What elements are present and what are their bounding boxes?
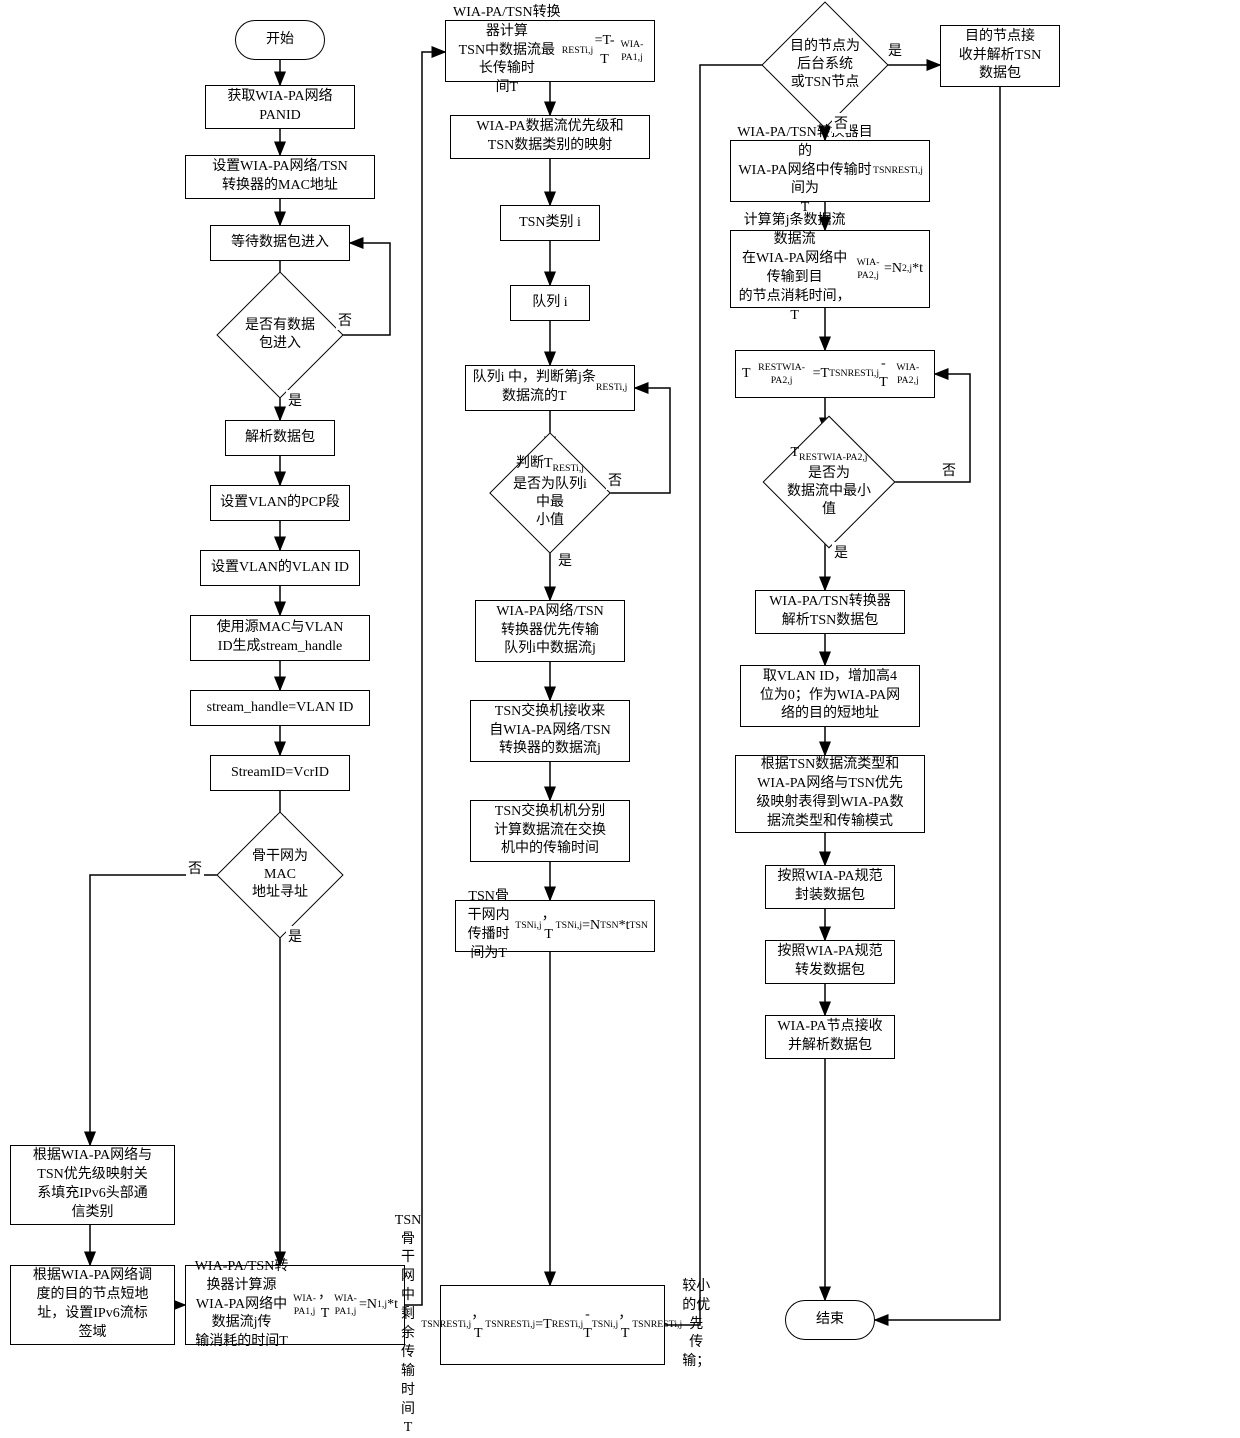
process-node: 根据WIA-PA网络与TSN优先级映射关系填充IPv6头部通信类别 <box>10 1145 175 1225</box>
edge-label: 是 <box>556 550 574 570</box>
process-node: TSN骨干网内传播时间为TTSNi,j，TTSNi,j=NTSN*tTSN <box>455 900 655 952</box>
process-node: TRESTWIA-PA2,j=TTSNRESTi,j-TWIA-PA2,j <box>735 350 935 398</box>
process-node: 按照WIA-PA规范封装数据包 <box>765 865 895 909</box>
process-node: TSN交换机接收来自WIA-PA网络/TSN转换器的数据流j <box>470 700 630 762</box>
process-node: WIA-PA/TSN转换器解析TSN数据包 <box>755 590 905 634</box>
process-node: 队列 i <box>510 285 590 321</box>
end-terminator: 结束 <box>785 1300 875 1340</box>
process-node: 计算第j条数据流数据流在WIA-PA网络中传输到目的节点消耗时间，TWIA-PA… <box>730 230 930 308</box>
process-node: 队列i 中，判断第j条数据流的TRESTi,j <box>465 365 635 411</box>
process-node: 解析数据包 <box>225 420 335 456</box>
process-node: 目的节点接收并解析TSN数据包 <box>940 25 1060 87</box>
process-node: 设置WIA-PA网络/TSN转换器的MAC地址 <box>185 155 375 199</box>
process-node: 获取WIA-PA网络PANID <box>205 85 355 129</box>
process-node: WIA-PA/TSN转换器目的WIA-PA网络中传输时间为TTSNRESTi,j <box>730 140 930 202</box>
process-node: 根据TSN数据流类型和WIA-PA网络与TSN优先级映射表得到WIA-PA数据流… <box>735 755 925 833</box>
process-node: 设置VLAN的PCP段 <box>210 485 350 521</box>
edge-label: 是 <box>832 542 850 562</box>
edge-label: 是 <box>286 390 304 410</box>
process-node: TSN类别 i <box>500 205 600 241</box>
process-node: 设置VLAN的VLAN ID <box>200 550 360 586</box>
edge-label: 是 <box>286 926 304 946</box>
process-node: StreamID=VcrID <box>210 755 350 791</box>
decision-node: TRESTWIA-PA2,j是否为数据流中最小值 <box>782 435 876 529</box>
edge-label: 否 <box>832 113 850 133</box>
decision-node: 是否有数据包进入 <box>235 290 325 380</box>
edge-label: 否 <box>336 310 354 330</box>
decision-node: 目的节点为后台系统或TSN节点 <box>780 20 870 110</box>
process-node: 根据WIA-PA网络调度的目的节点短地址，设置IPv6流标签域 <box>10 1265 175 1345</box>
process-node: WIA-PA/TSN转换器计算TSN中数据流最长传输时间TRESTi,j=T- … <box>445 20 655 82</box>
process-node: 按照WIA-PA规范转发数据包 <box>765 940 895 984</box>
process-node: TSN交换机机分别计算数据流在交换机中的传输时间 <box>470 800 630 862</box>
edge-label: 是 <box>886 40 904 60</box>
decision-node: 判断TRESTi,j是否为队列i中最小值 <box>507 450 593 536</box>
process-node: stream_handle=VLAN ID <box>190 690 370 726</box>
start-terminator: 开始 <box>235 20 325 60</box>
process-node: WIA-PA/TSN转换器计算源WIA-PA网络中数据流j传输消耗的时间TWIA… <box>185 1265 405 1345</box>
process-node: WIA-PA网络/TSN转换器优先传输队列i中数据流j <box>475 600 625 662</box>
process-node: TSN骨干网中剩余传输时间TTSNRESTi,j，TTSNRESTi,j=TRE… <box>440 1285 665 1365</box>
decision-node: 骨干网为MAC地址寻址 <box>235 830 325 920</box>
process-node: 使用源MAC与VLANID生成stream_handle <box>190 615 370 661</box>
process-node: WIA-PA数据流优先级和TSN数据类别的映射 <box>450 115 650 159</box>
process-node: 取VLAN ID，增加高4位为0；作为WIA-PA网络的目的短地址 <box>740 665 920 727</box>
process-node: 等待数据包进入 <box>210 225 350 261</box>
edge-label: 否 <box>186 858 204 878</box>
process-node: WIA-PA节点接收并解析数据包 <box>765 1015 895 1059</box>
edge-label: 否 <box>606 470 624 490</box>
edge-label: 否 <box>940 460 958 480</box>
